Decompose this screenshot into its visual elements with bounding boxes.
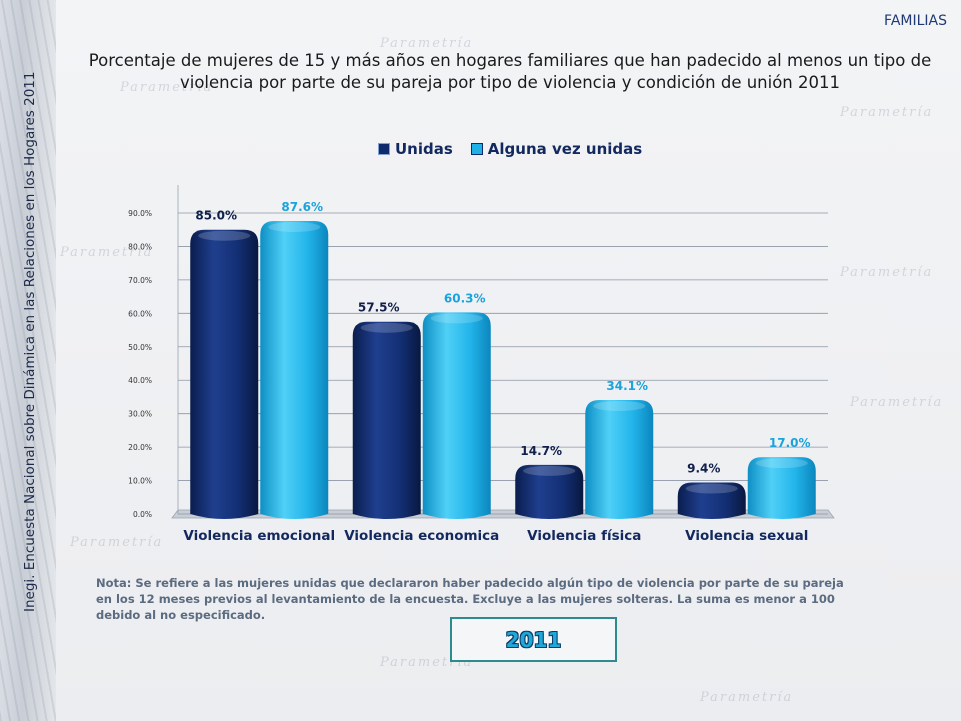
data-label: 17.0% bbox=[769, 436, 811, 450]
data-label: 87.6% bbox=[281, 200, 323, 214]
background-watermark: Parametría bbox=[70, 535, 164, 550]
bar-unidas bbox=[190, 229, 259, 519]
legend-item-alguna-vez-unidas: Alguna vez unidas bbox=[470, 140, 643, 158]
legend-item-unidas: Unidas bbox=[378, 140, 453, 158]
legend-label-unidas: Unidas bbox=[395, 140, 453, 158]
background-watermark: Parametría bbox=[60, 245, 154, 260]
data-label: 14.7% bbox=[520, 444, 562, 458]
y-tick-label: 20.0% bbox=[128, 443, 152, 452]
year-badge: 2011 bbox=[450, 617, 617, 662]
background-watermark: Parametría bbox=[700, 690, 794, 705]
y-tick-label: 10.0% bbox=[128, 477, 152, 486]
background-watermark: Parametría bbox=[380, 36, 474, 51]
x-category-label: Violencia emocional bbox=[183, 528, 335, 544]
y-tick-label: 80.0% bbox=[128, 242, 152, 251]
bar-alguna-vez-unidas bbox=[585, 399, 654, 519]
chart-legend: Unidas Alguna vez unidas bbox=[378, 139, 660, 159]
left-decorative-strip bbox=[0, 0, 56, 721]
bar-alguna-vez-unidas bbox=[422, 312, 491, 519]
bar-unidas bbox=[352, 321, 421, 519]
data-label: 9.4% bbox=[687, 462, 720, 476]
legend-label-alguna-vez-unidas: Alguna vez unidas bbox=[487, 140, 643, 158]
bar-highlight bbox=[268, 222, 321, 233]
data-label: 34.1% bbox=[606, 379, 648, 393]
data-label: 57.5% bbox=[358, 301, 400, 315]
bar-highlight bbox=[198, 230, 251, 241]
bar-highlight bbox=[685, 483, 738, 494]
y-tick-label: 60.0% bbox=[128, 309, 152, 318]
bar-highlight bbox=[755, 458, 808, 469]
legend-swatch-unidas bbox=[378, 143, 390, 155]
y-tick-label: 0.0% bbox=[133, 510, 152, 519]
y-tick-label: 50.0% bbox=[128, 343, 152, 352]
bar-highlight bbox=[523, 465, 576, 476]
y-tick-label: 90.0% bbox=[128, 209, 152, 218]
legend-swatch-alguna-vez-unidas bbox=[470, 143, 483, 155]
bar-highlight bbox=[360, 322, 413, 333]
bar-unidas bbox=[515, 464, 584, 519]
background-watermark: Parametría bbox=[850, 395, 944, 410]
background-watermark: Parametría bbox=[120, 80, 214, 95]
y-tick-label: 30.0% bbox=[128, 410, 152, 419]
bar-highlight bbox=[430, 313, 483, 324]
y-tick-label: 40.0% bbox=[128, 376, 152, 385]
x-category-label: Violencia física bbox=[527, 528, 641, 544]
background-watermark: Parametría bbox=[380, 655, 474, 670]
footnote: Nota: Se refiere a las mujeres unidas qu… bbox=[96, 576, 844, 622]
data-label: 85.0% bbox=[195, 209, 237, 223]
background-watermark: Parametría bbox=[840, 105, 934, 120]
bar-highlight bbox=[593, 400, 646, 411]
x-category-label: Violencia economica bbox=[344, 528, 499, 544]
x-category-label: Violencia sexual bbox=[685, 528, 808, 544]
section-label: FAMILIAS bbox=[884, 13, 947, 29]
background-watermark: Parametría bbox=[840, 265, 934, 280]
bar-alguna-vez-unidas bbox=[260, 221, 329, 519]
bar-unidas bbox=[677, 482, 746, 519]
bar-alguna-vez-unidas bbox=[747, 457, 816, 519]
chart-title: Porcentaje de mujeres de 15 y más años e… bbox=[88, 51, 932, 92]
y-tick-label: 70.0% bbox=[128, 276, 152, 285]
data-label: 60.3% bbox=[444, 291, 486, 305]
